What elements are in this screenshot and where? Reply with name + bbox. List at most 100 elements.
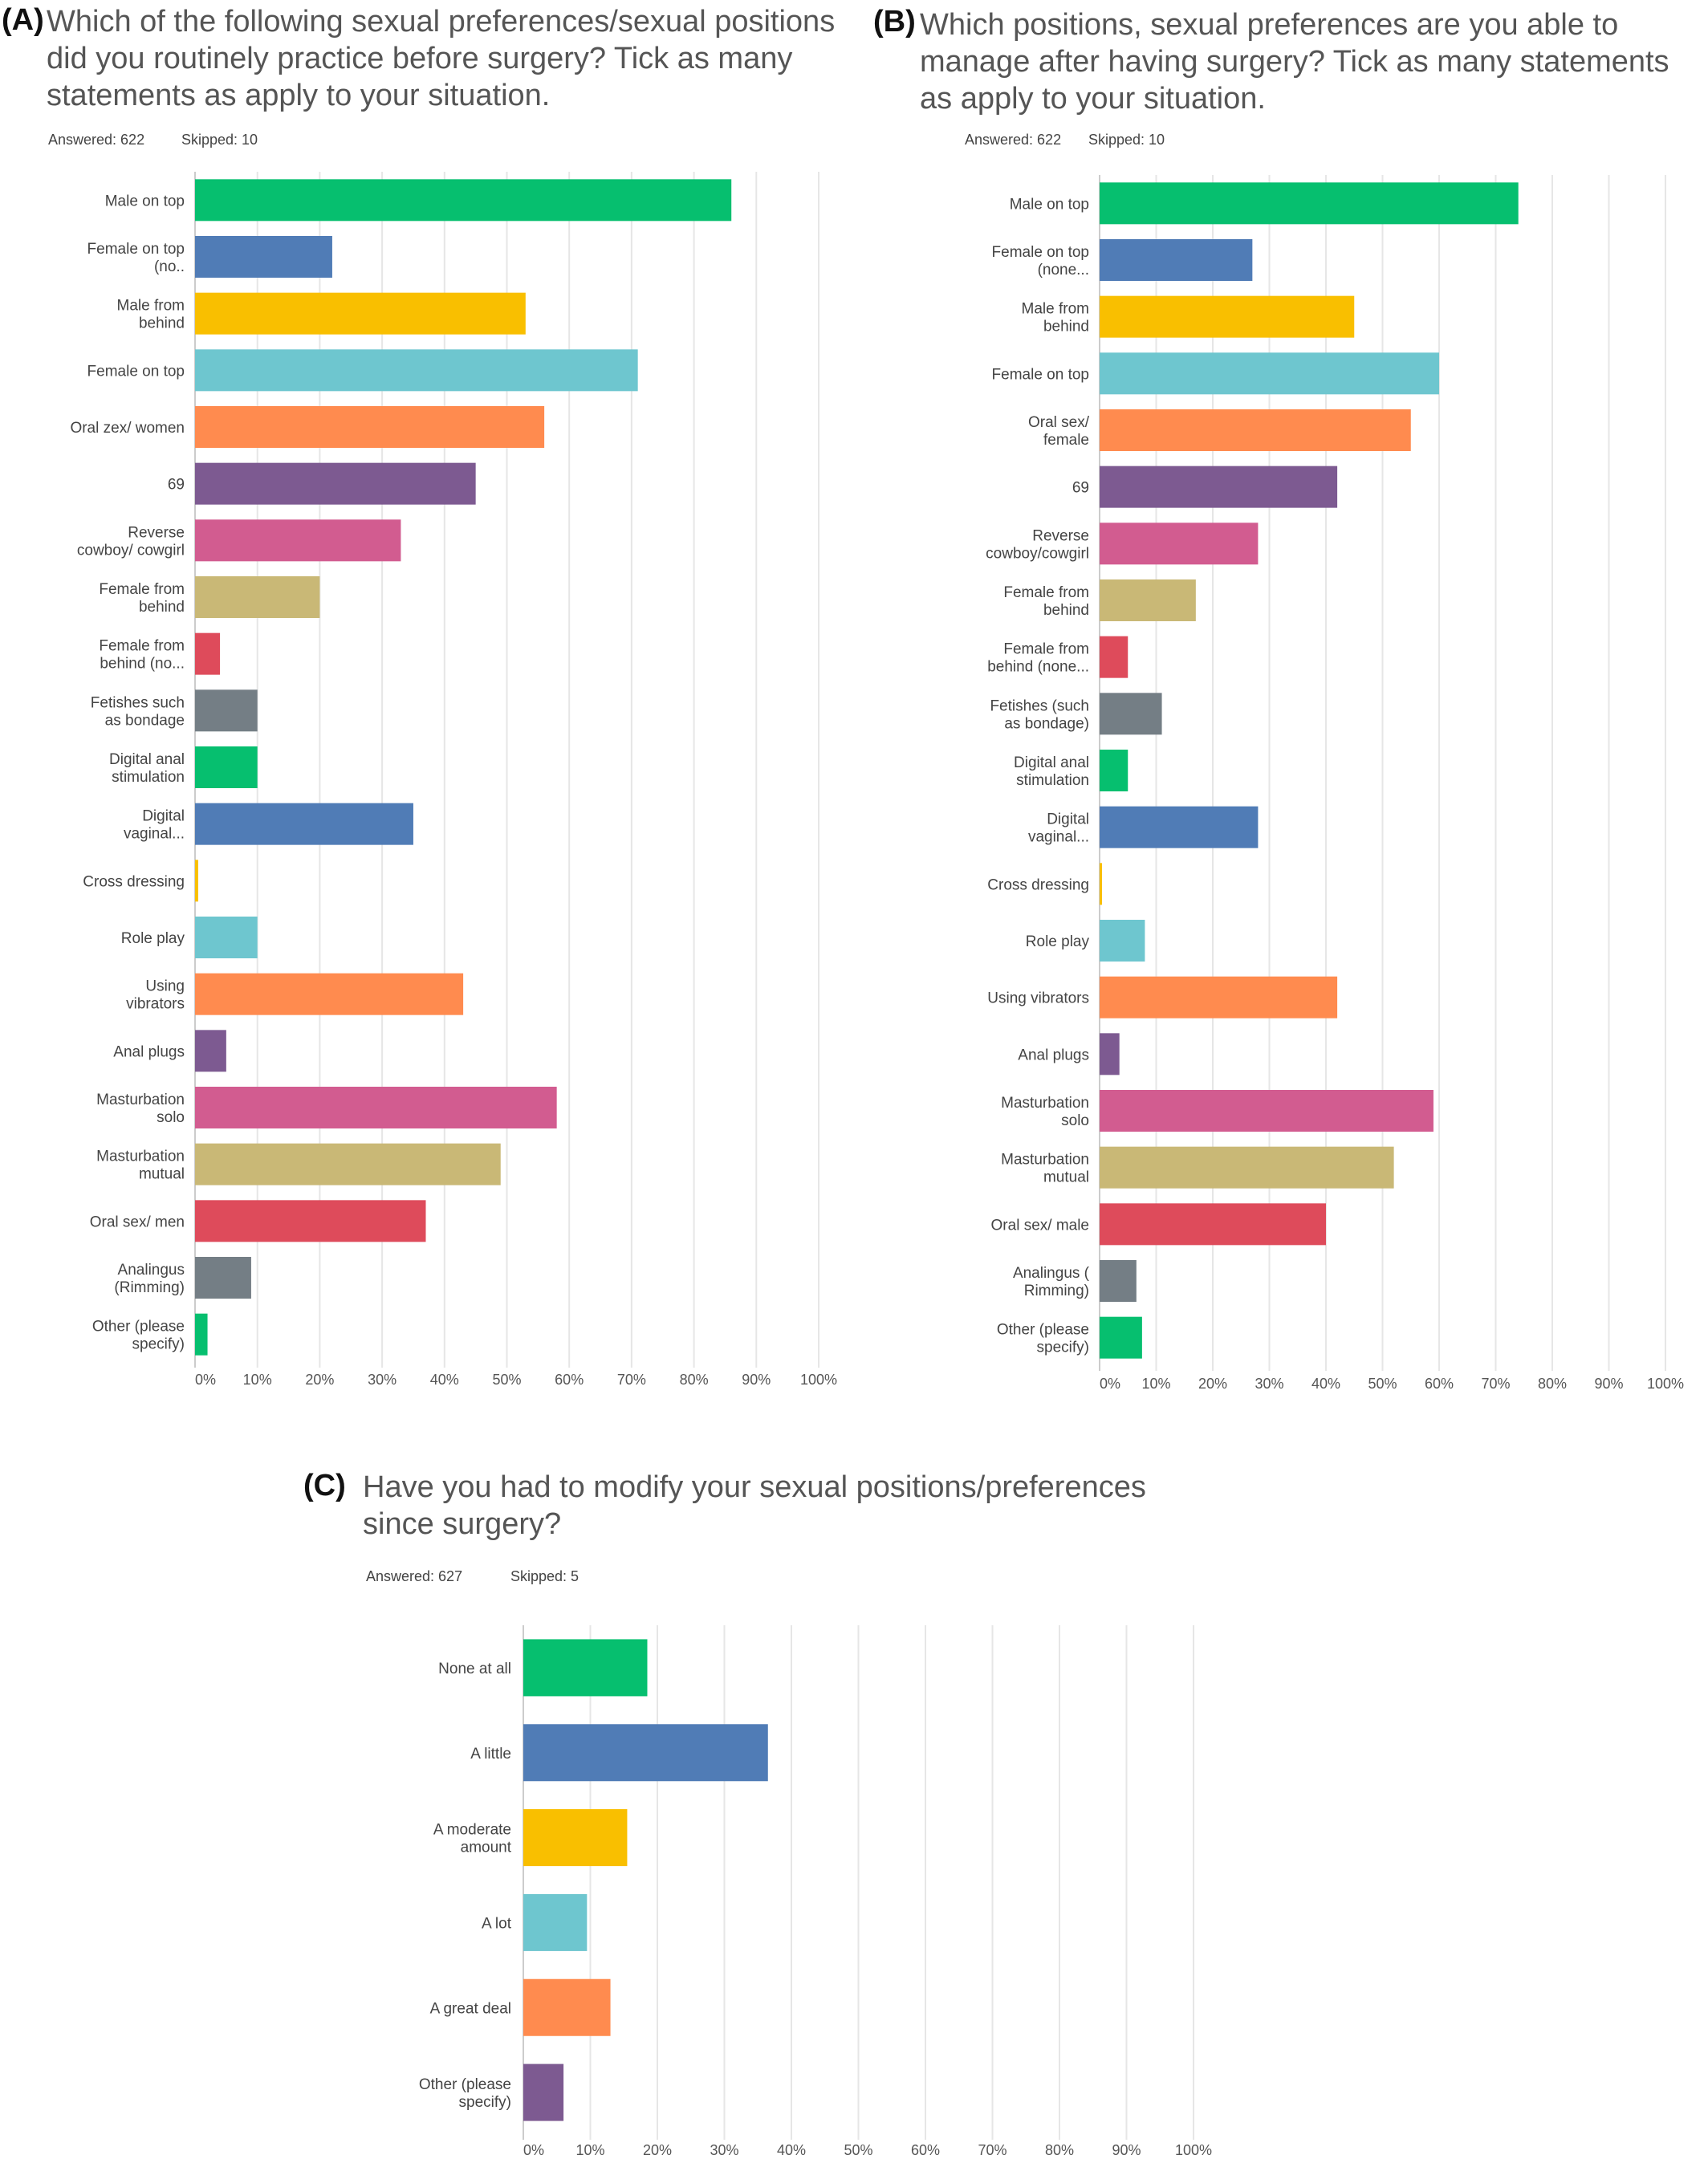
bar-chart-a: Male on top Female on top (no.. Male from be… — [70, 172, 837, 1388]
skipped-count-c: Skipped: 5 — [510, 1568, 580, 1584]
bar-b — [1100, 1260, 1137, 1302]
category-label-a: Anal plugs — [113, 1043, 185, 1060]
x-tick-label-c: 30% — [710, 2142, 738, 2158]
category-label-b: Digital anal stimulation — [1014, 754, 1089, 789]
bar-b — [1100, 182, 1519, 225]
category-label-a: Role play — [121, 930, 185, 947]
x-tick-label-a: 80% — [680, 1372, 709, 1388]
bar-a — [195, 462, 476, 505]
category-label-b: Anal plugs — [1018, 1047, 1089, 1063]
bar-b — [1100, 1203, 1326, 1246]
bar-a — [195, 406, 545, 448]
category-label-b: Oral sex/ male — [991, 1217, 1089, 1234]
category-label-a: Using vibrators — [126, 978, 185, 1013]
bar-c — [523, 1809, 628, 1867]
bar-b — [1100, 522, 1259, 565]
category-label-b: Masturbation solo — [1001, 1095, 1089, 1129]
category-label-b: Using vibrators — [987, 990, 1089, 1007]
x-tick-label-c: 70% — [978, 2142, 1007, 2158]
question-title-c: Have you had to modify your sexual posit… — [363, 1470, 1146, 1541]
bar-a — [195, 519, 401, 562]
bar-a — [195, 1200, 426, 1242]
category-label-b: Female on top (none... — [992, 244, 1089, 279]
x-tick-label-b: 20% — [1198, 1376, 1227, 1392]
x-tick-label-c: 50% — [844, 2142, 872, 2158]
bar-b — [1100, 466, 1338, 508]
category-label-b: Male from behind — [1022, 301, 1089, 335]
x-tick-label-b: 30% — [1255, 1376, 1283, 1392]
category-label-b: Female from behind (none... — [987, 641, 1089, 676]
x-tick-label-b: 70% — [1481, 1376, 1510, 1392]
x-tick-label-a: 50% — [492, 1372, 521, 1388]
category-label-a: Female on top — [87, 363, 185, 380]
category-label-b: Fetishes (such as bondage) — [990, 697, 1089, 732]
bar-b — [1100, 693, 1162, 735]
category-label-a: Oral sex/ men — [90, 1214, 185, 1230]
bar-a — [195, 576, 320, 618]
category-label-b: Reverse cowboy/cowgirl — [986, 527, 1089, 562]
category-label-b: Oral sex/female — [1028, 414, 1090, 449]
bar-c — [523, 1978, 611, 2036]
category-label-b: Role play — [1026, 933, 1090, 950]
answered-count-b: Answered: 622 — [965, 132, 1062, 148]
category-label-b: Cross dressing — [987, 876, 1089, 893]
x-tick-label-a: 0% — [195, 1372, 216, 1388]
category-label-b: Digital vaginal... — [1028, 811, 1089, 846]
question-title-a: Which of the following sexual preference… — [47, 5, 836, 112]
category-label-a: Reverse cowboy/ cowgirl — [77, 524, 185, 559]
x-tick-label-b: 0% — [1100, 1376, 1120, 1392]
x-tick-label-a: 70% — [617, 1372, 646, 1388]
answered-count-a: Answered: 622 — [48, 132, 145, 148]
category-label-a: Oral zex/ women — [70, 420, 185, 437]
category-label-b: Male on top — [1010, 196, 1089, 213]
bar-a — [195, 1313, 208, 1356]
bar-a — [195, 860, 198, 902]
category-label-a: Cross dressing — [83, 873, 185, 890]
category-label-c: A great deal — [430, 2000, 511, 2017]
question-title-b: Which positions, sexual preferences are … — [920, 8, 1669, 116]
bar-chart-b: Male on top Female on top (none... Male fro… — [986, 175, 1684, 1392]
bar-b — [1100, 579, 1196, 621]
skipped-count-b: Skipped: 10 — [1088, 132, 1165, 148]
x-tick-label-b: 10% — [1141, 1376, 1170, 1392]
x-tick-label-a: 10% — [243, 1372, 272, 1388]
bar-b — [1100, 1033, 1120, 1075]
bar-c — [523, 1724, 768, 1782]
category-label-b: Other (please specify) — [997, 1322, 1089, 1356]
category-label-a: Other (please specify) — [92, 1319, 185, 1353]
bar-a — [195, 292, 526, 335]
category-label-b: Female from behind — [1003, 584, 1089, 619]
category-label-a: Masturbation solo — [96, 1092, 185, 1126]
x-tick-label-c: 100% — [1175, 2142, 1212, 2158]
x-tick-label-b: 40% — [1312, 1376, 1340, 1392]
bar-b — [1100, 409, 1411, 451]
x-tick-label-b: 90% — [1594, 1376, 1623, 1392]
bar-a — [195, 349, 638, 392]
bar-b — [1100, 239, 1253, 281]
category-label-b: Analingus (Rimming) — [1013, 1265, 1090, 1299]
bar-a — [195, 1143, 501, 1185]
panel-label-c: (C) — [303, 1469, 346, 1502]
category-label-a: Fetishes such as bondage — [91, 694, 185, 729]
category-label-a: Analingus (Rimming) — [114, 1262, 185, 1296]
bar-c — [523, 2063, 564, 2121]
bar-a — [195, 1087, 557, 1128]
category-label-a: Female from behind — [99, 581, 185, 616]
panel-label-b: (B) — [873, 5, 916, 39]
bar-b — [1100, 1316, 1142, 1359]
bar-b — [1100, 920, 1145, 962]
category-label-b: Female on top — [992, 366, 1089, 383]
bar-a — [195, 917, 258, 958]
x-tick-label-c: 60% — [911, 2142, 940, 2158]
category-label-c: Other (please specify) — [419, 2076, 511, 2111]
category-label-a: Male from behind — [117, 298, 185, 332]
answered-count-c: Answered: 627 — [366, 1568, 463, 1584]
bar-b — [1100, 636, 1128, 678]
category-label-c: A little — [470, 1746, 511, 1763]
bar-a — [195, 803, 413, 845]
category-label-a: Male on top — [105, 193, 185, 209]
x-tick-label-a: 40% — [430, 1372, 459, 1388]
category-label-a: 69 — [168, 477, 185, 494]
category-label-c: A lot — [482, 1915, 512, 1932]
